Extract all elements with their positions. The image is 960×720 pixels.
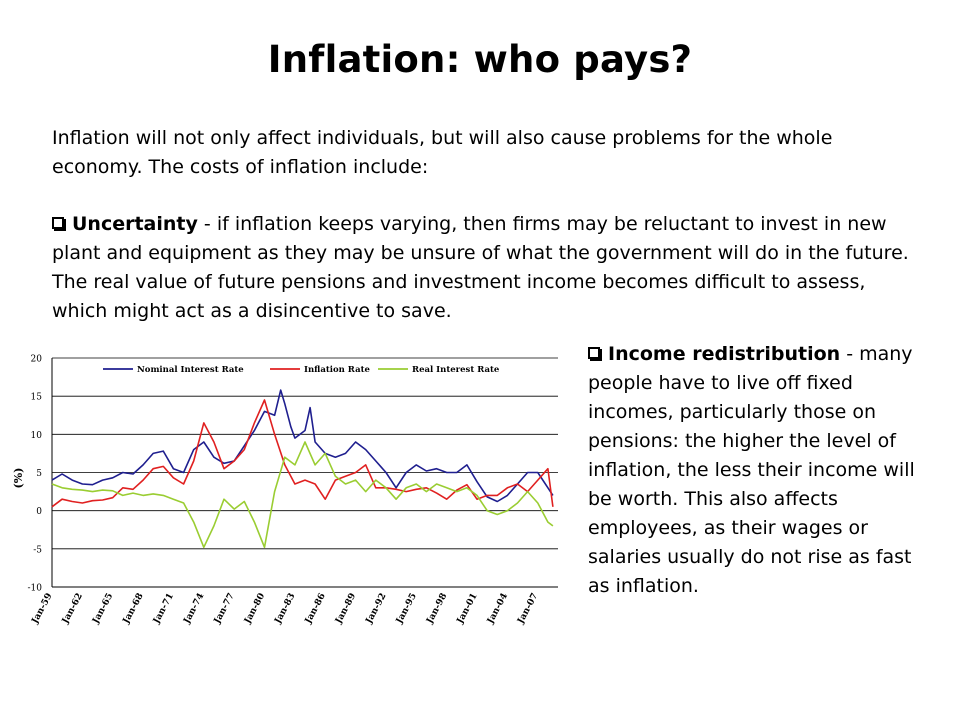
bullet-income-redistribution: Income redistribution - many people have…: [588, 340, 936, 601]
x-tick-label: Jan-65: [91, 592, 116, 627]
checkbox-bullet-icon: [52, 217, 64, 229]
x-tick-label: Jan-62: [60, 592, 85, 627]
bullet-text: - if inflation keeps varying, then firms…: [52, 213, 909, 322]
x-tick-label: Jan-92: [364, 592, 389, 627]
y-tick-label: -5: [33, 545, 42, 555]
y-tick-label: 15: [31, 393, 43, 403]
y-axis-label: (%): [12, 468, 25, 489]
y-tick-label: -10: [28, 584, 43, 594]
chart-series: [51, 389, 554, 549]
x-tick-label: Jan-83: [273, 592, 298, 627]
chart-axes: [51, 358, 558, 588]
x-tick-label: Jan-68: [121, 592, 146, 627]
x-tick-label: Jan-01: [455, 592, 480, 627]
x-tick-label: Jan-86: [303, 592, 328, 627]
legend-entry: Real Interest Rate: [412, 365, 500, 375]
x-tick-label: Jan-80: [242, 592, 267, 627]
y-tick-label: 5: [36, 469, 42, 479]
bullet-heading: Uncertainty: [72, 213, 198, 235]
y-tick-labels: 20 15 10 5 0 -5 -10: [28, 355, 43, 594]
checkbox-bullet-icon: [588, 347, 600, 359]
x-tick-label: Jan-74: [182, 592, 207, 627]
bullet-text: - many people have to live off fixed inc…: [588, 343, 915, 597]
x-tick-label: Jan-95: [394, 592, 419, 627]
series-line-inflation-rate: [51, 399, 554, 508]
y-tick-label: 10: [31, 431, 43, 441]
legend-entry: Inflation Rate: [304, 365, 371, 375]
chart-legend: Nominal Interest Rate Inflation Rate Real …: [103, 365, 500, 375]
legend-entry: Nominal Interest Rate: [137, 365, 244, 375]
intro-paragraph: Inflation will not only affect individua…: [52, 127, 833, 178]
x-tick-label: Jan-89: [334, 592, 359, 627]
bullet-heading: Income redistribution: [608, 343, 841, 365]
x-tick-label: Jan-71: [151, 592, 176, 627]
x-tick-label: Jan-59: [30, 592, 55, 627]
x-tick-labels: Jan-59 Jan-62 Jan-65 Jan-68 Jan-71 Jan-74 Jan-…: [30, 592, 541, 627]
series-line-nominal-interest-rate: [51, 389, 554, 503]
x-tick-label: Jan-04: [485, 592, 510, 627]
slide-title: Inflation: who pays?: [267, 38, 693, 81]
x-tick-label: Jan-77: [212, 592, 237, 627]
x-tick-label: Jan-98: [425, 592, 450, 627]
y-tick-label: 20: [31, 355, 43, 365]
y-tick-label: 0: [36, 507, 42, 517]
bullet-uncertainty: Uncertainty - if inflation keeps varying…: [52, 210, 912, 326]
x-tick-label: Jan-07: [516, 592, 541, 627]
series-line-real-interest-rate: [51, 441, 554, 549]
